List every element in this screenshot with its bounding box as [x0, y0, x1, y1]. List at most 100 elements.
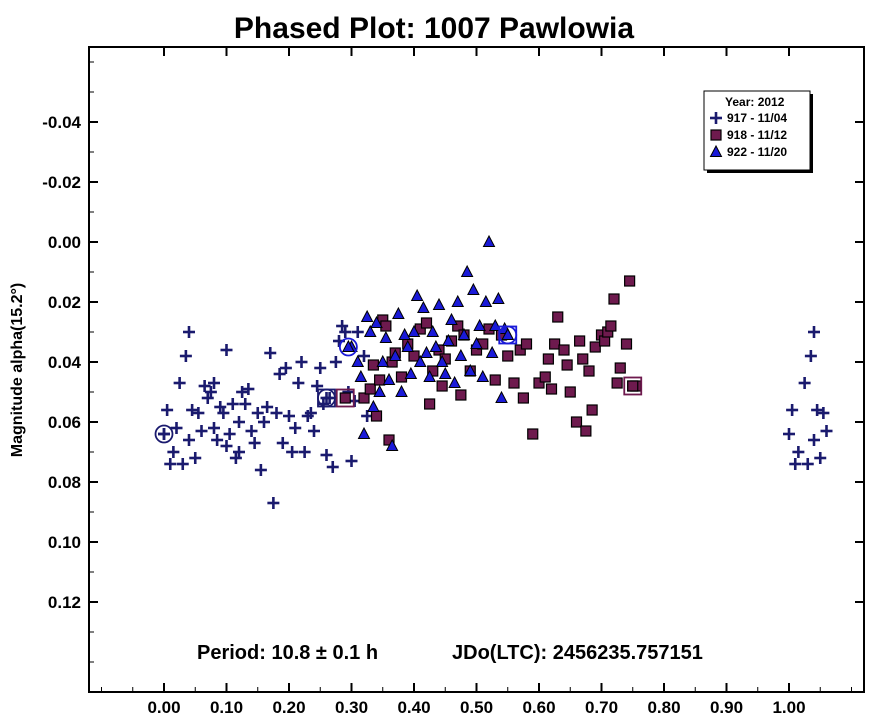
data-point	[473, 318, 486, 331]
data-point	[364, 383, 376, 395]
data-point	[401, 339, 415, 352]
data-point	[514, 344, 526, 356]
data-point	[420, 345, 433, 358]
data-point	[173, 377, 186, 389]
y-tick-label: 0.12	[48, 593, 81, 612]
data-point	[470, 336, 483, 349]
data-point	[276, 437, 289, 449]
data-point	[432, 297, 446, 310]
data-point	[304, 407, 317, 419]
data-point	[189, 452, 202, 464]
data-point	[204, 386, 217, 398]
data-point	[339, 326, 352, 338]
data-point	[561, 359, 573, 371]
data-point	[407, 324, 421, 337]
data-point	[808, 326, 820, 338]
data-point	[329, 356, 342, 368]
y-tick-label: 0.02	[48, 293, 81, 312]
data-point	[527, 428, 539, 440]
highlighted-point	[501, 327, 515, 340]
data-point	[808, 434, 820, 446]
data-point	[467, 282, 480, 295]
data-point	[186, 404, 199, 416]
highlighted-points	[154, 325, 643, 444]
x-tick-label: 0.10	[210, 698, 243, 717]
data-point	[251, 407, 264, 419]
jdo-annotation: JDo(LTC): 2456235.757151	[452, 642, 703, 664]
data-point	[426, 324, 440, 337]
data-point	[170, 422, 183, 434]
data-point	[817, 407, 830, 419]
x-tick-label: 0.40	[397, 698, 430, 717]
data-point	[420, 317, 433, 329]
data-point	[539, 371, 551, 383]
x-tick-label: 0.70	[585, 698, 618, 717]
data-point	[442, 333, 455, 346]
data-point	[620, 338, 633, 350]
data-point	[357, 426, 371, 439]
x-tick-label: 0.20	[272, 698, 305, 717]
data-point	[463, 363, 477, 376]
highlight-box	[498, 325, 518, 345]
data-point	[451, 294, 465, 307]
data-point	[363, 324, 377, 337]
data-point	[392, 306, 405, 319]
data-point	[370, 410, 383, 422]
y-tick-label: 0.00	[48, 233, 81, 252]
data-point	[236, 386, 249, 398]
data-point	[223, 428, 236, 440]
data-point	[379, 330, 393, 343]
data-point	[367, 399, 380, 412]
data-point	[233, 446, 245, 458]
data-point	[295, 356, 308, 368]
data-point	[388, 348, 402, 361]
data-point	[208, 422, 220, 434]
x-tick-label: 0.90	[710, 698, 743, 717]
x-tick-label: 0.30	[335, 698, 368, 717]
data-point	[580, 425, 592, 437]
data-point	[248, 437, 261, 449]
data-point	[542, 353, 554, 365]
data-point	[192, 407, 205, 419]
data-point	[179, 350, 192, 362]
highlight-box	[335, 388, 355, 408]
data-point	[289, 422, 302, 434]
data-point	[814, 452, 827, 464]
data-point	[320, 449, 333, 461]
y-tick-label: 0.08	[48, 473, 81, 492]
data-point	[239, 398, 252, 410]
legend: Year: 2012 917 - 11/04 918 - 11/12 922 - 1…	[703, 90, 813, 173]
data-point	[448, 375, 461, 388]
data-point	[495, 390, 508, 403]
data-point	[354, 369, 368, 382]
data-point	[226, 398, 239, 410]
data-point	[314, 362, 327, 374]
data-point	[245, 425, 258, 437]
legend-marker	[710, 129, 722, 141]
y-tick-label: -0.02	[42, 173, 81, 192]
data-point	[267, 497, 280, 509]
data-point	[380, 320, 392, 332]
data-point	[614, 362, 626, 374]
data-point	[502, 350, 514, 362]
data-point	[436, 380, 448, 392]
period-annotation: Period: 10.8 ± 0.1 h	[197, 642, 378, 664]
data-point	[345, 455, 358, 467]
data-point	[577, 353, 589, 365]
highlight-box	[623, 376, 643, 396]
data-point	[292, 377, 305, 389]
data-point	[242, 383, 255, 395]
legend-label: 917 - 11/04	[727, 111, 787, 125]
data-point	[789, 458, 802, 470]
data-point	[410, 288, 424, 301]
data-point	[395, 384, 408, 397]
series-plus	[158, 320, 833, 509]
y-axis-label: Magnitude alpha(15.2°)	[9, 283, 26, 457]
data-point	[404, 366, 418, 379]
highlighted-point	[339, 392, 351, 404]
data-point	[164, 458, 177, 470]
x-tick-label: 1.00	[772, 698, 805, 717]
data-point	[385, 438, 399, 451]
data-point	[374, 374, 386, 386]
highlighted-point	[342, 339, 355, 352]
